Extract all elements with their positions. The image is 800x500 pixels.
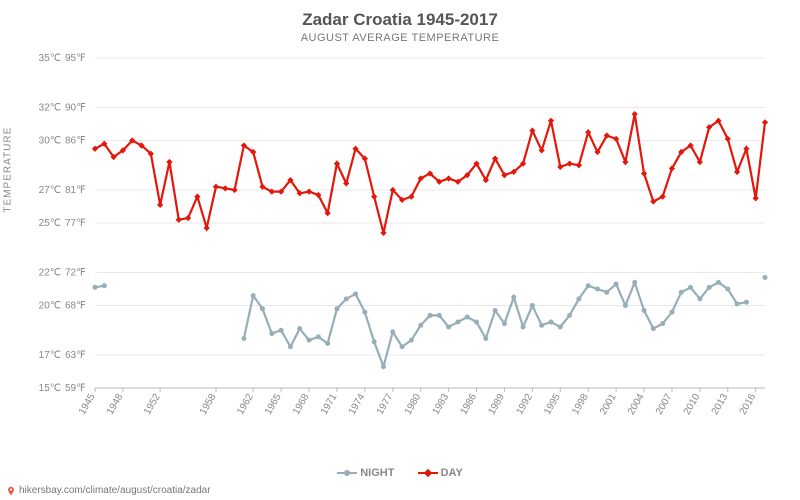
legend: NIGHT DAY	[0, 465, 800, 479]
svg-text:1989: 1989	[486, 392, 507, 417]
svg-text:20℃: 20℃	[39, 301, 61, 312]
legend-item-night: NIGHT	[337, 467, 394, 479]
chart-subtitle: AUGUST AVERAGE TEMPERATURE	[0, 32, 800, 44]
svg-text:1968: 1968	[291, 392, 312, 417]
svg-text:22℃: 22℃	[39, 268, 61, 279]
svg-text:90℉: 90℉	[65, 103, 86, 114]
attribution-text: hikersbay.com/climate/august/croatia/zad…	[19, 485, 211, 496]
svg-text:59℉: 59℉	[65, 383, 86, 394]
svg-text:30℃: 30℃	[39, 136, 61, 147]
svg-text:72℉: 72℉	[65, 268, 86, 279]
svg-text:1952: 1952	[142, 392, 163, 417]
svg-text:86℉: 86℉	[65, 136, 86, 147]
legend-label-day: DAY	[441, 467, 463, 479]
map-pin-icon	[6, 486, 16, 496]
svg-text:35℃: 35℃	[39, 53, 61, 64]
y-axis-label: TEMPERATURE	[3, 127, 14, 213]
svg-text:1986: 1986	[458, 392, 479, 417]
svg-text:1948: 1948	[105, 392, 126, 417]
svg-text:77℉: 77℉	[65, 218, 86, 229]
svg-text:1962: 1962	[235, 392, 256, 417]
svg-text:1971: 1971	[319, 392, 340, 417]
svg-text:1980: 1980	[403, 392, 424, 417]
svg-text:1992: 1992	[514, 392, 535, 417]
attribution: hikersbay.com/climate/august/croatia/zad…	[6, 485, 211, 496]
svg-text:25℃: 25℃	[39, 218, 61, 229]
svg-text:63℉: 63℉	[65, 350, 86, 361]
svg-text:2013: 2013	[710, 392, 731, 417]
svg-text:1983: 1983	[431, 392, 452, 417]
legend-label-night: NIGHT	[360, 467, 394, 479]
legend-swatch-day	[418, 472, 438, 474]
plot-svg: 15℃59℉17℃63℉20℃68℉22℃72℉25℃77℉27℃81℉30℃8…	[95, 50, 775, 430]
svg-text:1995: 1995	[542, 392, 563, 417]
svg-text:1977: 1977	[375, 392, 396, 417]
temperature-chart: Zadar Croatia 1945-2017 AUGUST AVERAGE T…	[0, 0, 800, 500]
legend-swatch-night	[337, 472, 357, 474]
plot-area: 15℃59℉17℃63℉20℃68℉22℃72℉25℃77℉27℃81℉30℃8…	[95, 50, 775, 430]
svg-text:15℃: 15℃	[39, 383, 61, 394]
svg-text:27℃: 27℃	[39, 185, 61, 196]
svg-text:2010: 2010	[682, 392, 703, 417]
svg-text:95℉: 95℉	[65, 53, 86, 64]
svg-text:81℉: 81℉	[65, 185, 86, 196]
svg-text:1974: 1974	[347, 392, 368, 417]
svg-text:1945: 1945	[77, 392, 98, 417]
legend-item-day: DAY	[418, 467, 463, 479]
svg-text:68℉: 68℉	[65, 301, 86, 312]
svg-text:1998: 1998	[570, 392, 591, 417]
svg-text:2004: 2004	[626, 392, 647, 417]
chart-title: Zadar Croatia 1945-2017	[0, 10, 800, 30]
svg-text:32℃: 32℃	[39, 103, 61, 114]
svg-text:1965: 1965	[263, 392, 284, 417]
svg-text:1958: 1958	[198, 392, 219, 417]
svg-text:2016: 2016	[738, 392, 759, 417]
svg-text:2007: 2007	[654, 392, 675, 417]
svg-text:17℃: 17℃	[39, 350, 61, 361]
svg-text:2001: 2001	[598, 392, 619, 417]
